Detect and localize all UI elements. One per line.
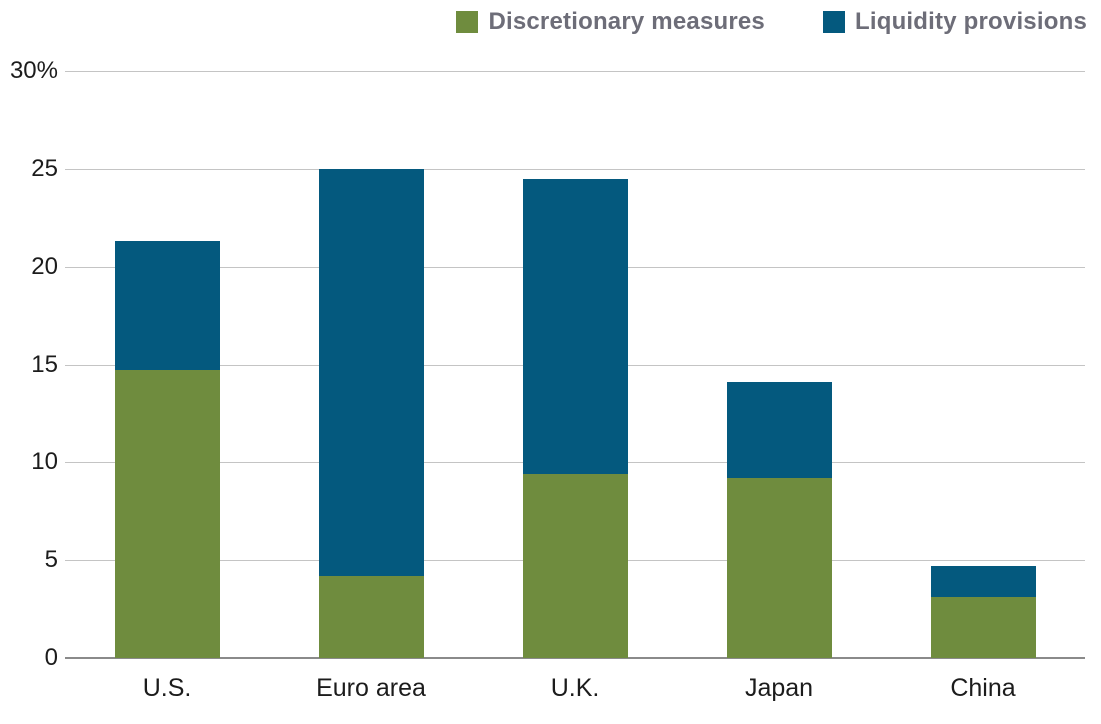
y-tick-label: 20 xyxy=(31,252,58,280)
x-category-label: China xyxy=(950,674,1016,702)
x-category-label: Euro area xyxy=(316,674,426,702)
legend-swatch-liquidity-provisions xyxy=(822,11,845,33)
y-tick-label: 5 xyxy=(44,546,58,574)
y-tick-label: 30% xyxy=(9,57,58,84)
x-axis-baseline xyxy=(65,657,1085,659)
legend-label-discretionary-measures: Discretionary measures xyxy=(488,8,765,35)
y-tick-label: 25 xyxy=(31,154,58,182)
x-category-label: Japan xyxy=(744,674,814,702)
legend-item-liquidity-provisions: Liquidity provisions xyxy=(822,8,1087,36)
y-tick-label: 15 xyxy=(31,350,58,378)
x-category-label: U.K. xyxy=(550,674,600,702)
bar-segment-discretionary-u-k- xyxy=(522,474,628,658)
legend-swatch-discretionary-measures xyxy=(456,11,479,33)
gridline xyxy=(65,71,1085,72)
bar-segment-liquidity-euro-area xyxy=(318,168,424,576)
chart-legend: Discretionary measures Liquidity provisi… xyxy=(456,8,1087,36)
bar-segment-liquidity-u-s- xyxy=(114,241,220,371)
bar-segment-discretionary-euro-area xyxy=(318,575,424,658)
bar-segment-liquidity-u-k- xyxy=(522,178,628,475)
bar-segment-liquidity-china xyxy=(930,566,1036,598)
bar-segment-discretionary-china xyxy=(930,597,1036,658)
bar-segment-discretionary-u-s- xyxy=(114,370,220,658)
legend-label-liquidity-provisions: Liquidity provisions xyxy=(854,8,1087,35)
legend-item-discretionary-measures: Discretionary measures xyxy=(456,8,765,36)
bar-segment-liquidity-japan xyxy=(726,382,832,478)
y-tick-label: 10 xyxy=(31,448,58,476)
x-category-label: U.S. xyxy=(142,674,192,702)
bar-segment-discretionary-japan xyxy=(726,477,832,658)
gridline xyxy=(65,168,1085,170)
y-tick-label: 0 xyxy=(44,644,58,671)
